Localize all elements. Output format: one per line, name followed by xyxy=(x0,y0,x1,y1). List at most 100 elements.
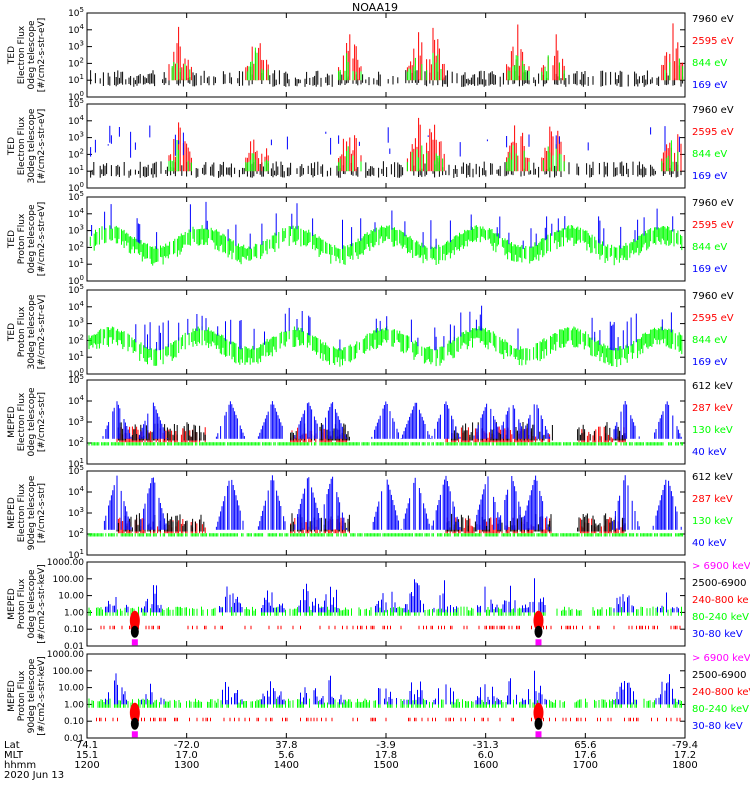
y-tick-label: 102 xyxy=(68,527,84,540)
y-tick-label: 104 xyxy=(68,207,84,220)
legend-entry: 7960 eV xyxy=(692,198,734,209)
y-axis-label: [#/cm2-s-str-eV] xyxy=(37,18,47,93)
x-tick-mlt: 5.6 xyxy=(278,750,294,761)
panel-ted-electron-30deg: 100 101 102 103 104 105 TED Electron Flux 30deg … xyxy=(7,97,734,194)
panel-ted-proton-30deg: 100 101 102 103 104 105 TED Proton Flux 30deg te… xyxy=(7,283,734,380)
legend-entry: 169 eV xyxy=(692,357,727,368)
panel-frame xyxy=(86,196,686,282)
x-tick-hhmm: 1400 xyxy=(274,760,299,771)
y-axis-label: MEPED xyxy=(7,588,17,620)
panel-meped-electron-90deg: 101 102 103 104 105 MEPED Electron Flux 90deg t… xyxy=(7,464,733,561)
x-tick-mlt: 6.0 xyxy=(478,750,494,761)
y-tick-label: 102 xyxy=(68,56,84,69)
y-tick-label: 104 xyxy=(68,485,84,498)
y-axis-label: [#/cm2-s-str-eV] xyxy=(37,295,47,370)
y-axis-label: [#/cm2-s-str] xyxy=(37,483,47,543)
x-tick-mlt: 15.1 xyxy=(76,750,98,761)
y-axis-label: Electron Flux xyxy=(17,483,27,542)
y-tick-label: 103 xyxy=(68,131,84,144)
y-tick-label: 104 xyxy=(68,114,84,127)
y-tick-label: 10.00 xyxy=(58,684,84,694)
y-tick-label: 100 xyxy=(68,181,84,194)
y-tick-label: 0.10 xyxy=(64,717,84,727)
y-tick-label: 105 xyxy=(68,464,84,477)
legend-entry: 40 keV xyxy=(692,447,726,458)
data-marks xyxy=(88,670,682,738)
legend-entry: 80-240 keV xyxy=(692,612,749,623)
y-axis-label: Electron Flux xyxy=(17,392,27,451)
y-axis-label: 30deg telescope xyxy=(27,294,37,369)
legend-entry: 2500-6900 xyxy=(692,670,747,681)
x-tick-mlt: 17.8 xyxy=(375,750,397,761)
y-axis-label: [#/cm2-s-str-eV] xyxy=(37,202,47,277)
x-tick-lat: -72.0 xyxy=(174,740,200,751)
y-axis-label: 0deg telescope xyxy=(27,569,37,639)
x-tick-hhmm: 1700 xyxy=(573,760,598,771)
legend-entry: 2595 eV xyxy=(692,220,734,231)
y-axis-label: 0deg telescope xyxy=(27,204,37,274)
y-axis-label: Proton Flux xyxy=(17,306,27,357)
y-tick-label: 101 xyxy=(68,257,84,270)
y-axis-label: Electron Flux xyxy=(17,25,27,84)
y-tick-label: 0.10 xyxy=(64,625,84,635)
y-tick-label: 101 xyxy=(68,164,84,177)
x-tick-hhmm: 1800 xyxy=(672,760,697,771)
legend-entry: 7960 eV xyxy=(692,105,734,116)
legend-entry: > 6900 keV xyxy=(692,561,750,572)
panel-ted-electron-0deg: 100 101 102 103 104 105 TED Electron Flux 0deg t… xyxy=(7,6,734,103)
legend-entry: 7960 eV xyxy=(692,14,734,25)
x-axis-row-label: 2020 Jun 13 xyxy=(4,770,64,781)
y-tick-label: 1.00 xyxy=(64,608,84,618)
y-tick-label: 104 xyxy=(68,23,84,36)
y-tick-label: 0.01 xyxy=(64,642,84,652)
legend-entry: 169 eV xyxy=(692,171,727,182)
y-tick-label: 100 xyxy=(68,367,84,380)
x-tick-mlt: 17.2 xyxy=(674,750,696,761)
y-axis-label: Electron Flux xyxy=(17,116,27,175)
legend-entry: 80-240 keV xyxy=(692,704,749,715)
y-tick-label: 1000.00 xyxy=(47,650,84,660)
legend-entry: 240-800 ke xyxy=(692,595,749,606)
y-axis-label: TED xyxy=(7,230,17,249)
y-tick-label: 104 xyxy=(68,394,84,407)
x-axis-row-label: MLT xyxy=(4,750,24,761)
y-tick-label: 1.00 xyxy=(64,700,84,710)
y-axis-label: 90deg telescope xyxy=(27,658,37,733)
x-tick-lat: 65.6 xyxy=(574,740,596,751)
x-tick-hhmm: 1200 xyxy=(74,760,99,771)
data-marks xyxy=(90,117,682,178)
y-axis-label: TED xyxy=(7,137,17,156)
legend-entry: 40 keV xyxy=(692,538,726,549)
y-tick-label: 103 xyxy=(68,224,84,237)
legend-entry: 2595 eV xyxy=(692,313,734,324)
legend-entry: 2500-6900 xyxy=(692,578,747,589)
legend-entry: 169 eV xyxy=(692,80,727,91)
y-axis-label: 0deg telescope xyxy=(27,387,37,457)
y-axis-label: TED xyxy=(7,323,17,342)
x-tick-lat: 37.8 xyxy=(275,740,297,751)
y-tick-label: 1000.00 xyxy=(47,558,84,568)
x-tick-mlt: 17.0 xyxy=(176,750,198,761)
y-axis-label: TED xyxy=(7,46,17,65)
legend-entry: 169 eV xyxy=(692,264,727,275)
panel-frame xyxy=(86,289,686,375)
y-tick-label: 101 xyxy=(68,457,84,470)
y-tick-label: 102 xyxy=(68,240,84,253)
y-axis-label: [#/cm2-s-str-keV] xyxy=(37,656,47,735)
legend-entry: 612 keV xyxy=(692,381,733,392)
legend-entry: 844 eV xyxy=(692,335,727,346)
panel-frame xyxy=(86,470,686,556)
data-marks xyxy=(88,578,682,646)
panel-ted-proton-0deg: 100 101 102 103 104 105 TED Proton Flux 0deg tel… xyxy=(7,190,734,287)
legend-entry: 2595 eV xyxy=(692,127,734,138)
y-tick-label: 100.00 xyxy=(53,575,85,585)
legend-entry: 30-80 keV xyxy=(692,721,743,732)
legend-entry: > 6900 keV xyxy=(692,653,750,664)
y-axis-label: [#/cm2-s-str-keV] xyxy=(37,564,47,643)
legend-entry: 2595 eV xyxy=(692,36,734,47)
y-tick-label: 101 xyxy=(68,73,84,86)
x-tick-lat: -31.3 xyxy=(473,740,499,751)
y-tick-label: 105 xyxy=(68,6,84,19)
y-axis-label: 90deg telescope xyxy=(27,475,37,550)
y-axis-label: MEPED xyxy=(7,680,17,712)
